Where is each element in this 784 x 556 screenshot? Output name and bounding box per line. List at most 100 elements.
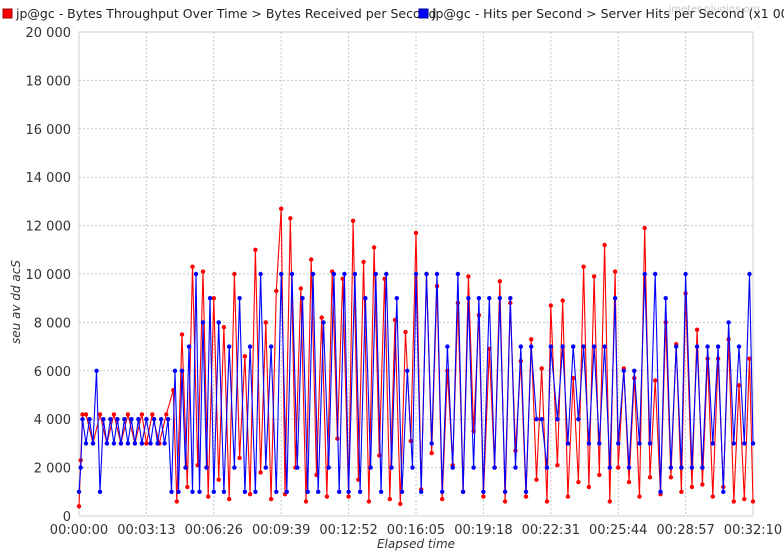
series-1-point xyxy=(576,479,581,485)
series-2-point xyxy=(132,441,138,446)
series-1-point xyxy=(607,499,612,504)
series-2-point xyxy=(674,344,679,349)
series-1-point xyxy=(227,496,232,502)
series-2-point xyxy=(151,417,157,422)
series-2-point xyxy=(263,465,268,470)
series-2-point xyxy=(597,441,602,446)
series-2-point xyxy=(190,489,195,494)
series-2-point xyxy=(721,489,726,494)
series-2-point xyxy=(581,344,586,349)
series-2-point xyxy=(193,271,199,277)
series-1-point xyxy=(523,494,529,499)
y-tick-label: 16 000 xyxy=(26,123,72,138)
series-2-point xyxy=(466,296,471,301)
series-2-point xyxy=(179,368,185,373)
series-2-point xyxy=(216,320,221,325)
x-tick-label: 00:00:00 xyxy=(50,523,108,538)
series-1-point xyxy=(216,477,221,482)
series-2-point xyxy=(384,271,389,277)
series-2-point xyxy=(445,344,450,349)
series-1-point xyxy=(274,288,279,294)
series-1-point xyxy=(534,477,539,482)
series-2-point xyxy=(455,271,461,277)
series-2-point xyxy=(172,368,178,373)
series-1-point xyxy=(710,494,715,499)
series-1-point xyxy=(653,378,658,383)
series-1-point xyxy=(440,496,445,502)
series-1-point xyxy=(346,494,351,499)
series-2-point xyxy=(80,417,85,422)
series-2-point xyxy=(616,441,621,446)
x-tick-label: 00:25:44 xyxy=(589,523,647,538)
series-2-point xyxy=(207,296,213,301)
series-2-point xyxy=(450,465,455,470)
series-1-point xyxy=(237,455,242,461)
x-tick-label: 00:22:31 xyxy=(522,523,580,538)
legend-swatch-series-2 xyxy=(418,8,429,19)
series-2-point xyxy=(94,368,99,373)
series-1-point xyxy=(597,472,602,478)
y-tick-label: 2 000 xyxy=(34,462,71,477)
series-2-point xyxy=(544,465,550,470)
series-2-point xyxy=(705,344,710,349)
x-tick-label: 00:12:52 xyxy=(319,523,377,538)
series-2-point xyxy=(258,271,263,277)
series-1-point xyxy=(298,286,303,291)
series-1-point xyxy=(647,475,653,480)
series-1-point xyxy=(750,499,756,504)
series-2-point xyxy=(139,441,145,446)
series-1-point xyxy=(97,412,103,417)
series-1-point xyxy=(377,453,382,458)
series-2-point xyxy=(548,344,553,349)
series-1-point xyxy=(111,412,117,417)
series-1-point xyxy=(548,303,553,308)
series-2-point xyxy=(76,489,82,494)
series-2-point xyxy=(78,465,83,470)
series-1-point xyxy=(586,484,592,490)
series-1-point xyxy=(242,354,248,359)
series-2-point xyxy=(108,417,113,422)
series-1-point xyxy=(150,412,155,417)
x-axis-title: Elapsed time xyxy=(377,537,455,551)
legend: jp@gc - Bytes Throughput Over Time > Byt… xyxy=(2,6,784,21)
series-2-point xyxy=(352,271,358,277)
x-tick-label: 00:03:13 xyxy=(117,523,175,538)
series-2-point xyxy=(487,296,492,301)
series-2-point xyxy=(440,489,445,494)
series-2-point xyxy=(284,489,289,494)
y-tick-label: 18 000 xyxy=(26,74,72,89)
series-2-point xyxy=(424,271,429,277)
y-tick-label: 14 000 xyxy=(26,171,72,186)
series-2-point xyxy=(83,441,89,446)
series-1-point xyxy=(581,264,586,269)
series-2-point xyxy=(513,465,518,470)
series-2-point xyxy=(523,489,529,494)
series-2-point xyxy=(647,441,653,446)
series-1-point xyxy=(642,225,647,231)
series-1-point xyxy=(125,412,131,417)
series-1-point xyxy=(179,332,185,337)
series-layer xyxy=(76,206,756,509)
series-2-point xyxy=(129,417,134,422)
series-2-point xyxy=(642,271,647,277)
series-2-point xyxy=(534,417,539,422)
legend-label-series-1: jp@gc - Bytes Throughput Over Time > Byt… xyxy=(15,6,437,21)
series-2-point xyxy=(399,489,405,494)
series-2-point xyxy=(683,271,688,277)
series-1-point xyxy=(565,494,571,499)
series-2-point xyxy=(148,441,153,446)
series-2-point xyxy=(326,465,331,470)
series-2-point xyxy=(460,489,466,494)
series-2-point xyxy=(668,465,674,470)
series-2-point xyxy=(101,417,106,422)
series-2-point xyxy=(118,441,124,446)
x-tick-label: 00:06:26 xyxy=(185,523,243,538)
series-1-point xyxy=(387,496,392,502)
series-1-point xyxy=(689,484,695,490)
series-1-point xyxy=(679,489,684,494)
series-2-point xyxy=(602,344,607,349)
series-2-point xyxy=(621,368,626,373)
series-2-point xyxy=(658,489,663,494)
series-2-point xyxy=(560,344,565,349)
series-1-point xyxy=(742,496,747,502)
